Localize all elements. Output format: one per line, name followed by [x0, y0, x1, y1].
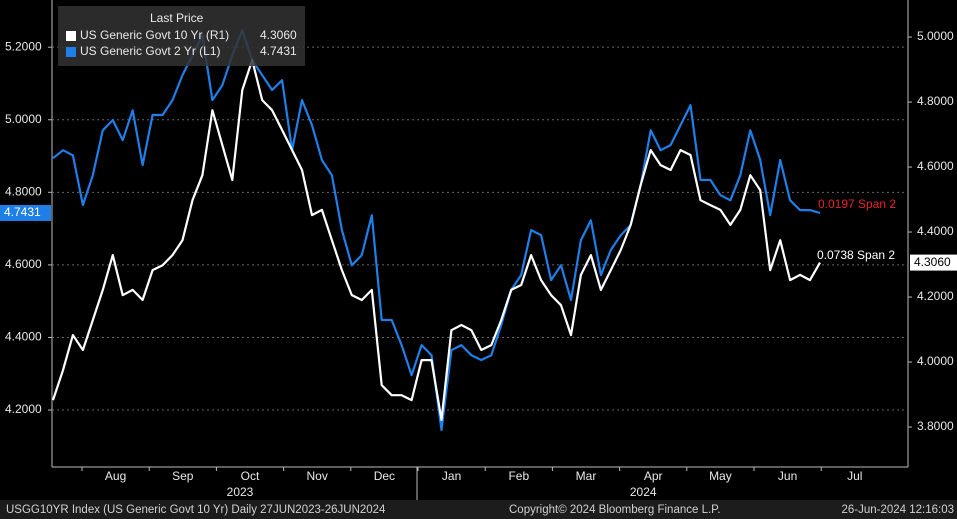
- y2-tick-label: 4.0000: [917, 354, 954, 368]
- year-label: 2024: [630, 485, 657, 499]
- x-tick-label: Apr: [644, 469, 663, 483]
- legend-swatch: [66, 31, 76, 41]
- footer-right: 26-Jun-2024 12:16:03: [841, 504, 954, 516]
- x-tick-label: Aug: [105, 469, 126, 483]
- last-price-box: [0, 204, 51, 221]
- y2-tick-label: 3.8000: [917, 419, 954, 433]
- footer-center: Copyright© 2024 Bloomberg Finance L.P.: [509, 504, 721, 516]
- y-tick-label: 5.0000: [5, 112, 42, 126]
- last-price-box: [910, 254, 957, 271]
- x-tick-label: Oct: [241, 469, 260, 483]
- annotation: 0.0738 Span 2: [817, 248, 895, 262]
- y-tick-label: 4.4000: [5, 330, 42, 344]
- year-label: 2023: [227, 485, 254, 499]
- x-tick-label: Sep: [172, 469, 194, 483]
- footer-left: USGG10YR Index (US Generic Govt 10 Yr) D…: [6, 504, 386, 516]
- last-price-label: 4.3060: [914, 255, 951, 269]
- legend-label: US Generic Govt 10 Yr (R1): [80, 28, 229, 42]
- x-tick-label: Jul: [847, 469, 862, 483]
- series-line: [51, 59, 821, 421]
- legend-title: Last Price: [150, 11, 204, 25]
- y-tick-label: 4.8000: [5, 184, 42, 198]
- legend-value: 4.3060: [260, 28, 297, 42]
- y2-tick-label: 4.2000: [917, 289, 954, 303]
- x-tick-label: Jan: [442, 469, 461, 483]
- y-tick-label: 4.2000: [5, 402, 42, 416]
- y2-tick-label: 5.0000: [917, 29, 954, 43]
- axes: 5.2000 5.0000 4.8000 4.6000 4.4000 4.2000 5.00…: [0, 29, 957, 499]
- legend: US Generic Govt 10 Yr (R1) 4.3060 US Gener…: [66, 28, 297, 58]
- lines: [51, 29, 821, 432]
- x-tick-label: Dec: [374, 469, 395, 483]
- legend-swatch: [66, 47, 76, 57]
- x-tick-label: Nov: [307, 469, 328, 483]
- y-tick-label: 5.2000: [5, 39, 42, 53]
- legend-label: US Generic Govt 2 Yr (L1): [80, 44, 221, 58]
- y2-tick-label: 4.8000: [917, 94, 954, 108]
- x-tick-label: May: [709, 469, 732, 483]
- y-tick-label: 4.6000: [5, 257, 42, 271]
- legend-box: [58, 6, 305, 66]
- x-tick-label: Mar: [576, 469, 597, 483]
- legend-value: 4.7431: [260, 44, 297, 58]
- y2-tick-label: 4.4000: [917, 224, 954, 238]
- annotation: 0.0197 Span 2: [818, 197, 896, 211]
- last-price-label: 4.7431: [4, 205, 41, 219]
- x-tick-label: Feb: [508, 469, 529, 483]
- y2-tick-label: 4.6000: [917, 159, 954, 173]
- x-tick-label: Jun: [778, 469, 797, 483]
- footer-bar: [0, 500, 957, 519]
